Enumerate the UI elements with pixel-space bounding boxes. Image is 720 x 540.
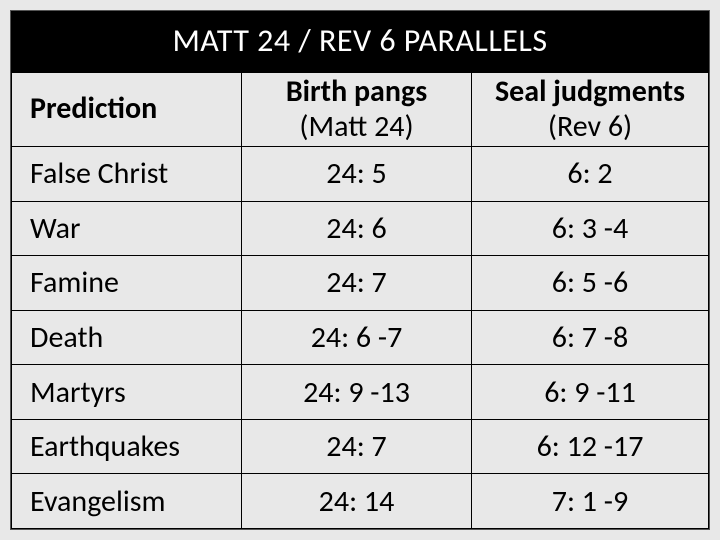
row-rev: 6: 7 -8 (472, 310, 709, 365)
row-rev: 6: 9 -11 (472, 365, 709, 420)
row-matt: 24: 7 (242, 256, 472, 311)
row-matt: 24: 6 -7 (242, 310, 472, 365)
row-label: Death (12, 310, 242, 365)
row-rev: 6: 12 -17 (472, 419, 709, 474)
parallels-table: Prediction Birth pangs (Matt 24) Seal ju… (11, 72, 709, 529)
row-label: False Christ (12, 147, 242, 202)
row-label: Evangelism (12, 474, 242, 529)
header-main: Seal judgments (495, 73, 685, 110)
row-label: Earthquakes (12, 419, 242, 474)
row-label: War (12, 201, 242, 256)
row-matt: 24: 14 (242, 474, 472, 529)
row-rev: 6: 3 -4 (472, 201, 709, 256)
row-matt: 24: 5 (242, 147, 472, 202)
row-matt: 24: 9 -13 (242, 365, 472, 420)
row-rev: 6: 5 -6 (472, 256, 709, 311)
table-body: False Christ 24: 5 6: 2 War 24: 6 6: 3 -… (12, 147, 709, 529)
row-rev: 6: 2 (472, 147, 709, 202)
slide-title: MATT 24 / REV 6 PARALLELS (11, 11, 709, 72)
column-header-seal-judgments: Seal judgments (Rev 6) (472, 73, 709, 147)
row-label: Martyrs (12, 365, 242, 420)
column-header-birth-pangs: Birth pangs (Matt 24) (242, 73, 472, 147)
row-matt: 24: 7 (242, 419, 472, 474)
slide-container: MATT 24 / REV 6 PARALLELS Prediction Bir… (10, 10, 710, 530)
table-row: False Christ 24: 5 6: 2 (12, 147, 709, 202)
table-row: Earthquakes 24: 7 6: 12 -17 (12, 419, 709, 474)
column-header-prediction: Prediction (12, 73, 242, 147)
row-label: Famine (12, 256, 242, 311)
header-sub: (Rev 6) (482, 110, 698, 145)
header-main: Birth pangs (286, 73, 427, 110)
table-row: Famine 24: 7 6: 5 -6 (12, 256, 709, 311)
table-header-row: Prediction Birth pangs (Matt 24) Seal ju… (12, 73, 709, 147)
row-rev: 7: 1 -9 (472, 474, 709, 529)
table-row: Death 24: 6 -7 6: 7 -8 (12, 310, 709, 365)
header-sub: (Matt 24) (252, 110, 461, 145)
row-matt: 24: 6 (242, 201, 472, 256)
table-row: Martyrs 24: 9 -13 6: 9 -11 (12, 365, 709, 420)
table-row: Evangelism 24: 14 7: 1 -9 (12, 474, 709, 529)
table-row: War 24: 6 6: 3 -4 (12, 201, 709, 256)
